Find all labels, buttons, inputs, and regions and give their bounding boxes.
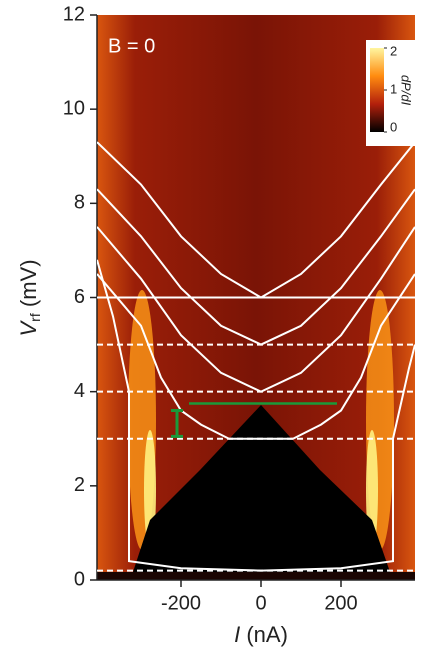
curve bbox=[97, 259, 415, 572]
colorbar-label: dP/dI bbox=[399, 75, 414, 106]
colorbar-tick-label: 1 bbox=[390, 81, 397, 96]
curve bbox=[97, 188, 415, 346]
y-tick-label: 0 bbox=[74, 568, 85, 590]
label-part: V bbox=[16, 320, 41, 337]
x-tick-label: -200 bbox=[161, 592, 201, 614]
y-tick-label: 6 bbox=[74, 286, 85, 308]
y-tick-label: 4 bbox=[74, 380, 85, 402]
x-axis-label: I (nA) bbox=[234, 622, 288, 647]
x-tick-label: 200 bbox=[324, 592, 357, 614]
label-part: (nA) bbox=[240, 622, 288, 647]
curve bbox=[97, 141, 415, 299]
label-part: rf bbox=[27, 313, 43, 322]
colorbar: 0 1 2 dP/dI bbox=[366, 40, 415, 146]
colorbar-tick-label: 0 bbox=[390, 119, 397, 134]
x-tick-label: 0 bbox=[255, 592, 266, 614]
label-part: I bbox=[234, 622, 240, 647]
y-tick-label: 8 bbox=[74, 192, 85, 214]
curve bbox=[97, 273, 415, 440]
y-tick-label: 10 bbox=[63, 97, 85, 119]
y-tick-label: 12 bbox=[63, 3, 85, 25]
annotation: B = 0 bbox=[108, 35, 155, 57]
y-tick-label: 2 bbox=[74, 474, 85, 496]
curve bbox=[97, 226, 415, 393]
colorbar-tick-label: 2 bbox=[390, 43, 397, 58]
colorbar-gradient bbox=[370, 48, 384, 132]
label-part: (mV) bbox=[16, 259, 41, 313]
y-axis-label: Vrf (mV) bbox=[16, 259, 43, 336]
